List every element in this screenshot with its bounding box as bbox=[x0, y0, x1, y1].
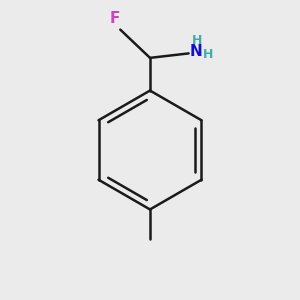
Text: F: F bbox=[110, 11, 120, 26]
Text: H: H bbox=[192, 34, 202, 47]
Text: N: N bbox=[190, 44, 202, 59]
Text: H: H bbox=[203, 48, 214, 61]
